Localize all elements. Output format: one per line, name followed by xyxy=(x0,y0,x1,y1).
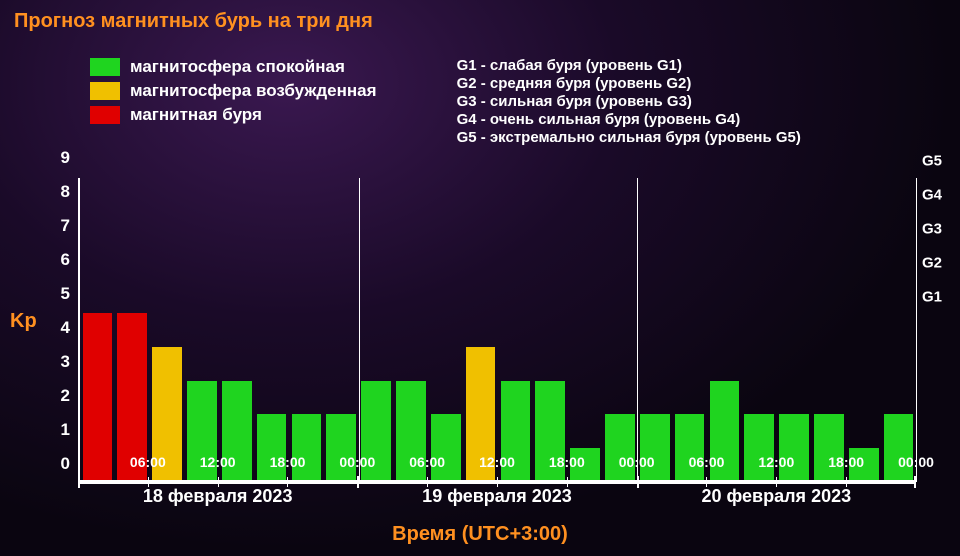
day-tickmark xyxy=(846,477,847,487)
x-tick-label: 06:00 xyxy=(130,454,166,470)
g-legend-line: G5 - экстремально сильная буря (уровень … xyxy=(457,129,801,146)
day-cell: 18 февраля 2023 xyxy=(78,480,357,508)
day-separator xyxy=(637,178,638,482)
legend-swatch xyxy=(90,82,120,100)
y-tick: 9 xyxy=(61,148,70,168)
y-tick: 4 xyxy=(61,318,70,338)
day-tickmark xyxy=(567,477,568,487)
day-separator xyxy=(359,178,360,482)
day-label: 18 февраля 2023 xyxy=(143,486,293,507)
chart-area: 0123456789 G1G2G3G4G5 xyxy=(48,178,948,484)
day-tickmark xyxy=(706,477,707,487)
x-tick-label: 06:00 xyxy=(689,454,725,470)
x-tick-label: 12:00 xyxy=(200,454,236,470)
g-legend-line: G1 - слабая буря (уровень G1) xyxy=(457,57,801,74)
x-tick-label: 18:00 xyxy=(828,454,864,470)
g-legend-line: G4 - очень сильная буря (уровень G4) xyxy=(457,111,801,128)
x-tick-label: 00:00 xyxy=(898,454,934,470)
day-tickmark xyxy=(497,477,498,487)
y-tick: 7 xyxy=(61,216,70,236)
day-tickmark xyxy=(287,477,288,487)
legend-item: магнитосфера возбужденная xyxy=(90,81,377,101)
legend-swatch xyxy=(90,58,120,76)
day-cell: 20 февраля 2023 xyxy=(637,480,916,508)
g-scale-legend: G1 - слабая буря (уровень G1)G2 - средня… xyxy=(457,57,801,146)
legend-label: магнитосфера спокойная xyxy=(130,57,345,77)
legend-row: магнитосфера спокойная магнитосфера возбу… xyxy=(0,39,960,150)
day-cell: 19 февраля 2023 xyxy=(357,480,636,508)
day-tickmark xyxy=(427,477,428,487)
x-axis-title: Время (UTC+3:00) xyxy=(0,523,960,546)
g-tick: G3 xyxy=(922,221,942,238)
g-legend-line: G2 - средняя буря (уровень G2) xyxy=(457,75,801,92)
x-tick-label: 12:00 xyxy=(479,454,515,470)
g-tick: G4 xyxy=(922,187,942,204)
g-tick: G1 xyxy=(922,289,942,306)
x-tick-label: 00:00 xyxy=(339,454,375,470)
legend-item: магнитосфера спокойная xyxy=(90,57,377,77)
day-labels: 18 февраля 2023 19 февраля 2023 20 февраля… xyxy=(78,480,916,508)
y-tick: 3 xyxy=(61,352,70,372)
day-tickmark xyxy=(148,477,149,487)
y-tick: 8 xyxy=(61,182,70,202)
chart-title: Прогноз магнитных бурь на три дня xyxy=(0,0,960,39)
x-tick-labels: 06:00 12:00 18:00 00:00 06:00 12:00 18:00 00:00… xyxy=(78,454,916,474)
y-axis-label: Kp xyxy=(10,310,37,333)
legend-label: магнитная буря xyxy=(130,105,262,125)
x-tick-label: 00:00 xyxy=(619,454,655,470)
y-tick: 2 xyxy=(61,386,70,406)
y-axis: 0123456789 xyxy=(48,178,76,484)
y-tick: 0 xyxy=(61,454,70,474)
g-axis: G1G2G3G4G5 xyxy=(918,178,948,484)
x-tick-label: 06:00 xyxy=(409,454,445,470)
day-label: 19 февраля 2023 xyxy=(422,486,572,507)
day-label: 20 февраля 2023 xyxy=(702,486,852,507)
y-tick: 1 xyxy=(61,420,70,440)
day-tickmark xyxy=(776,477,777,487)
g-tick: G5 xyxy=(922,153,942,170)
y-tick: 5 xyxy=(61,284,70,304)
x-tick-label: 12:00 xyxy=(758,454,794,470)
x-tick-label: 18:00 xyxy=(549,454,585,470)
legend-swatch xyxy=(90,106,120,124)
legend-label: магнитосфера возбужденная xyxy=(130,81,377,101)
plot-area xyxy=(78,178,916,484)
g-tick: G2 xyxy=(922,255,942,272)
legend-item: магнитная буря xyxy=(90,105,377,125)
color-legend: магнитосфера спокойная магнитосфера возбу… xyxy=(90,57,377,146)
day-separator xyxy=(916,178,917,482)
y-tick: 6 xyxy=(61,250,70,270)
g-legend-line: G3 - сильная буря (уровень G3) xyxy=(457,93,801,110)
day-tickmark xyxy=(218,477,219,487)
x-tick-label: 18:00 xyxy=(270,454,306,470)
